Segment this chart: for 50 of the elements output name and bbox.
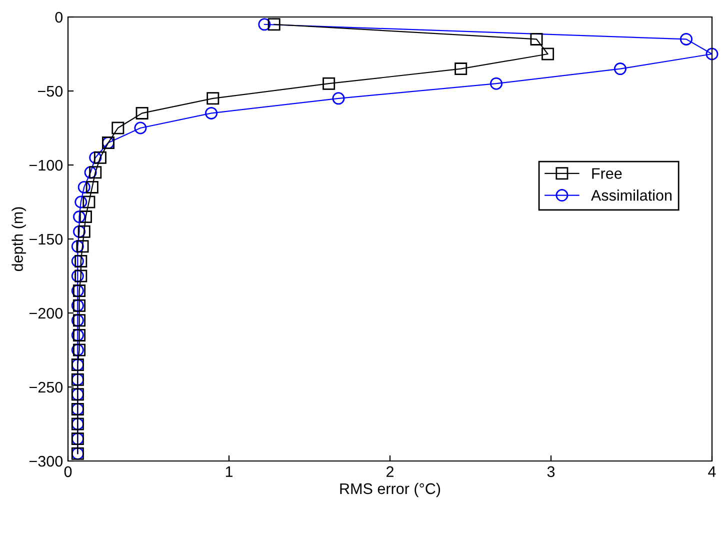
y-tick-label: −300 xyxy=(29,456,63,467)
x-axis-title: RMS error (°C) xyxy=(340,482,440,498)
point xyxy=(490,77,503,90)
point xyxy=(89,166,102,179)
point xyxy=(89,151,102,164)
x-tick-label: 0 xyxy=(64,466,72,478)
x-tick-label: 2 xyxy=(386,466,394,477)
point xyxy=(206,92,220,105)
x-tick-label: 1 xyxy=(226,466,233,477)
x-tick-label: 3 xyxy=(547,466,555,478)
point xyxy=(134,122,147,134)
point xyxy=(454,62,468,76)
point xyxy=(73,210,86,224)
point xyxy=(680,32,692,46)
point xyxy=(112,122,124,134)
point xyxy=(258,18,271,31)
y-tick-label: −250 xyxy=(29,382,63,393)
point xyxy=(74,196,88,208)
point xyxy=(71,240,84,253)
point xyxy=(322,77,336,90)
point xyxy=(614,62,626,76)
point xyxy=(542,48,554,60)
y-tick-label: 0 xyxy=(55,12,63,23)
y-tick-label: −100 xyxy=(29,160,63,171)
y-tick-label: −150 xyxy=(29,234,63,245)
y-tick-label: −200 xyxy=(29,308,63,319)
point xyxy=(76,240,89,253)
point xyxy=(530,32,543,46)
point xyxy=(79,210,92,224)
legend-label: Assimilation xyxy=(591,190,672,201)
point xyxy=(74,270,88,282)
y-tick-label: −50 xyxy=(38,86,63,97)
point xyxy=(706,48,718,60)
point xyxy=(332,92,345,105)
point xyxy=(71,270,84,282)
point xyxy=(71,254,84,268)
point xyxy=(78,180,90,194)
point xyxy=(94,151,106,164)
x-tick-label: 4 xyxy=(708,466,716,477)
point xyxy=(84,166,97,179)
point xyxy=(136,106,148,120)
point xyxy=(205,106,218,120)
point xyxy=(74,254,88,268)
point xyxy=(73,225,86,238)
y-axis-title: depth (m) xyxy=(12,207,26,272)
legend-label: Free xyxy=(592,168,622,179)
point xyxy=(78,225,90,238)
point xyxy=(268,18,280,31)
point xyxy=(86,180,98,194)
point xyxy=(82,196,96,208)
